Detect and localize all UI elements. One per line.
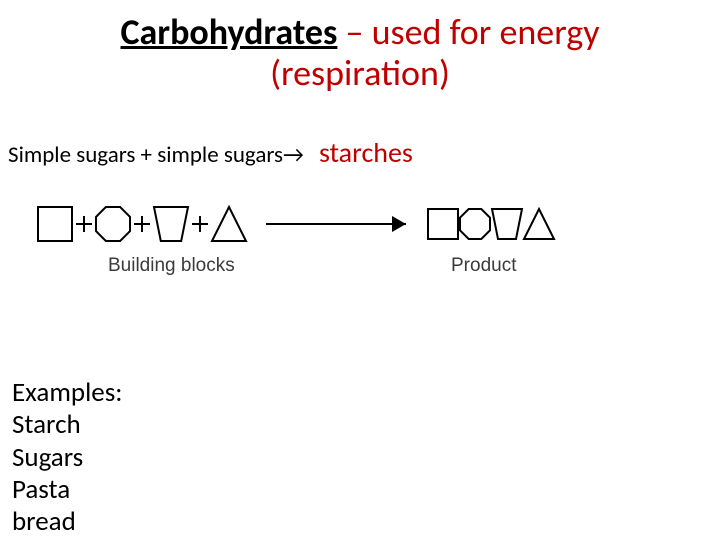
slide-title: Carbohydrates – used for energy (respira… (0, 0, 720, 95)
equation-lhs: Simple sugars + simple sugars (8, 141, 283, 169)
arrow-icon: → (283, 141, 304, 169)
example-item: bread (12, 506, 720, 538)
example-item: Sugars (12, 442, 720, 474)
title-rest: used for energy (372, 10, 600, 54)
examples-heading: Examples: (12, 377, 720, 409)
equation-rhs: starches (309, 135, 413, 170)
title-keyword: Carbohydrates (120, 10, 337, 54)
svg-text:Building blocks: Building blocks (108, 255, 235, 276)
examples-block: Examples: Starch Sugars Pasta bread (0, 307, 720, 539)
equation-text: Simple sugars + simple sugars→ starches (0, 95, 720, 170)
example-item: Pasta (12, 474, 720, 506)
diagram-svg: Building blocks Product (30, 192, 650, 302)
title-separator: – (337, 10, 371, 54)
example-item: Starch (12, 409, 720, 441)
title-line-1: Carbohydrates – used for energy (0, 12, 720, 53)
svg-text:Product: Product (451, 255, 517, 276)
reaction-diagram: Building blocks Product (0, 170, 720, 307)
title-line-2: (respiration) (0, 53, 720, 94)
